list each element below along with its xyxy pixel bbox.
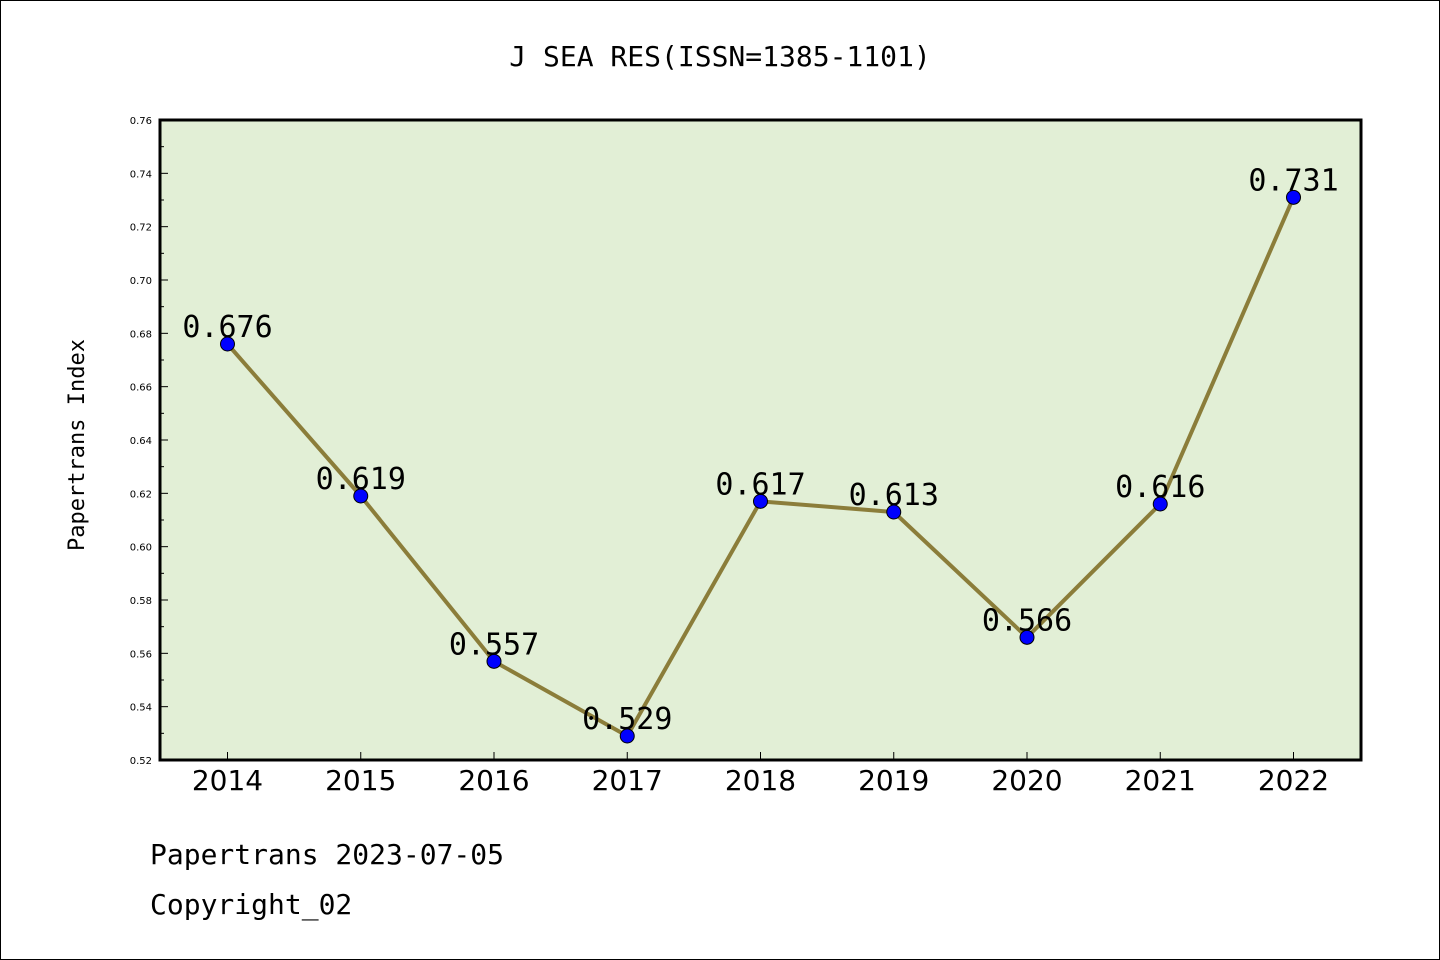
data-label: 0.613 bbox=[849, 478, 939, 513]
y-tick-label: 0.68 bbox=[130, 329, 152, 340]
data-point-marker bbox=[753, 493, 768, 509]
data-label: 0.676 bbox=[182, 310, 272, 345]
y-tick-label: 0.52 bbox=[130, 756, 152, 767]
data-label: 0.529 bbox=[582, 702, 672, 737]
data-point-marker bbox=[1152, 496, 1168, 512]
data-point-marker bbox=[619, 728, 635, 744]
data-point-marker bbox=[220, 336, 235, 352]
y-tick-label: 0.70 bbox=[130, 276, 152, 287]
footer-date: Papertrans 2023-07-05 bbox=[150, 838, 504, 871]
y-tick-label: 0.76 bbox=[130, 116, 152, 127]
data-point-marker bbox=[886, 504, 902, 520]
y-tick-label: 0.58 bbox=[130, 596, 152, 607]
y-tick-label: 0.54 bbox=[130, 703, 152, 714]
x-tick-label: 2017 bbox=[592, 764, 663, 797]
x-tick-label: 2014 bbox=[192, 764, 263, 797]
data-label: 0.557 bbox=[449, 627, 539, 662]
series-markers bbox=[220, 189, 1301, 744]
plot-border bbox=[158, 118, 1363, 762]
y-tick-label: 0.60 bbox=[130, 543, 152, 554]
footer-copyright: Copyright_02 bbox=[150, 888, 352, 922]
data-point-marker bbox=[353, 488, 369, 504]
data-labels: 0.676 0.619 0.557 0.529 0.617 0.613 0.566 0.616… bbox=[182, 163, 1338, 737]
plot-area bbox=[160, 120, 1361, 760]
y-axis-ticks: 0.52 0.54 0.56 0.58 0.60 0.62 0.64 0.66 0.68 0.70… bbox=[130, 116, 168, 767]
y-tick-label: 0.64 bbox=[130, 436, 152, 447]
x-tick-label: 2019 bbox=[858, 764, 929, 797]
y-tick-label: 0.66 bbox=[130, 383, 152, 394]
x-tick-label: 2018 bbox=[725, 764, 796, 797]
data-label: 0.616 bbox=[1115, 470, 1205, 505]
data-point-marker bbox=[1019, 629, 1035, 645]
x-tick-label: 2020 bbox=[991, 764, 1062, 797]
data-label: 0.566 bbox=[982, 603, 1072, 638]
y-tick-label: 0.62 bbox=[130, 489, 152, 500]
data-point-marker bbox=[1286, 189, 1301, 205]
x-tick-label: 2016 bbox=[458, 764, 529, 797]
data-label: 0.619 bbox=[316, 462, 406, 497]
x-tick-label: 2021 bbox=[1125, 764, 1196, 797]
chart-title: J SEA RES(ISSN=1385-1101) bbox=[509, 40, 930, 73]
data-label: 0.617 bbox=[715, 467, 805, 502]
data-point-marker bbox=[486, 653, 502, 669]
y-tick-label: 0.72 bbox=[130, 223, 152, 234]
x-axis-ticks: 2014 2015 2016 2017 2018 2019 2020 2021 2022 bbox=[192, 752, 1329, 797]
x-tick-label: 2022 bbox=[1258, 764, 1329, 797]
data-label: 0.731 bbox=[1248, 163, 1338, 198]
y-tick-label: 0.56 bbox=[130, 649, 152, 660]
y-tick-label: 0.74 bbox=[130, 169, 152, 180]
y-axis-label: Papertrans Index bbox=[65, 339, 90, 551]
x-tick-label: 2015 bbox=[325, 764, 396, 797]
